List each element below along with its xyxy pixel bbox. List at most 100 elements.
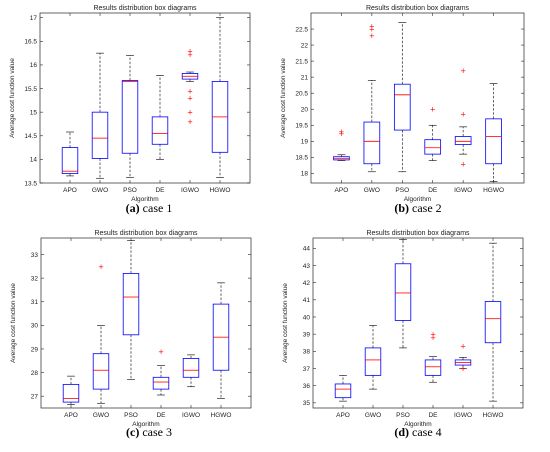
y-tick-label: 32	[31, 275, 39, 282]
box-de	[151, 75, 169, 160]
iqr-box	[393, 83, 411, 131]
y-tick-label: 22	[301, 42, 309, 49]
y-tick-label: 20.5	[295, 90, 308, 97]
x-tick-label-hgwo: HGWO	[483, 412, 504, 419]
chart-panel-1: Results distribution box diagrams 13.5 14 1…	[9, 5, 251, 215]
box-hgwo	[211, 17, 229, 178]
box-de: ++	[424, 331, 442, 383]
y-tick-label: 16	[30, 62, 38, 69]
box-hgwo	[484, 242, 502, 402]
outlier-marker: +	[187, 95, 193, 103]
y-tick-label: 38	[303, 349, 311, 356]
y-axis-label: Average cost function value	[282, 283, 289, 363]
x-axis-label: Algorithm	[404, 196, 431, 203]
outlier-marker: +	[430, 106, 436, 114]
outlier-marker: +	[460, 365, 466, 373]
outlier-marker: +	[98, 263, 104, 271]
plot-area	[310, 12, 525, 184]
iqr-box	[121, 80, 139, 154]
box-gwo: +++	[363, 22, 381, 173]
x-tick-label-apo: APO	[336, 412, 350, 419]
chart-title: Results distribution box diagrams	[94, 230, 198, 237]
y-tick-label: 33	[31, 252, 39, 259]
outlier-marker: +	[187, 51, 193, 59]
y-tick-label: 27	[31, 393, 39, 400]
outlier-marker: +	[187, 118, 193, 126]
x-tick-label-apo: APO	[63, 187, 77, 194]
box-de: +	[424, 106, 442, 161]
y-tick-label: 19	[301, 139, 309, 146]
caption-text: case 1	[140, 201, 173, 215]
outlier-marker: +	[460, 111, 466, 119]
outlier-marker: +	[460, 67, 466, 75]
box-gwo	[91, 52, 109, 179]
plot-area	[40, 237, 252, 409]
outlier-marker: +	[338, 130, 344, 138]
y-tick-label: 44	[303, 246, 311, 253]
y-tick-label: 14	[30, 157, 38, 164]
box-pso	[121, 55, 139, 178]
iqr-box	[363, 121, 381, 165]
box-hgwo	[485, 83, 502, 182]
outlier-marker: +	[460, 160, 466, 168]
box-de: +	[152, 348, 170, 396]
x-tick-label-pso: PSO	[124, 412, 138, 419]
box-pso	[393, 22, 411, 173]
x-tick-label-gwo: GWO	[92, 187, 108, 194]
y-tick-label: 35	[303, 400, 311, 407]
x-tick-label-de: DE	[428, 412, 438, 419]
x-tick-label-igwo: IGWO	[454, 187, 472, 194]
box-hgwo	[212, 282, 230, 399]
y-tick-label: 40	[303, 314, 311, 321]
box-igwo	[182, 354, 200, 388]
y-tick-label: 22.5	[295, 26, 308, 33]
iqr-box	[182, 358, 200, 378]
outlier-marker: +	[430, 334, 436, 342]
box-apo	[61, 131, 79, 177]
y-tick-label: 13.5	[24, 180, 37, 187]
x-tick-label-gwo: GWO	[93, 412, 109, 419]
chart-title: Results distribution box diagrams	[366, 5, 470, 12]
y-tick-label: 21.5	[295, 58, 308, 65]
panel-caption: (d) case 4	[394, 425, 441, 439]
y-tick-label: 15	[30, 109, 38, 116]
panel-caption: (a) case 1	[126, 201, 173, 215]
iqr-box	[122, 273, 140, 336]
chart-panel-3: Results distribution box diagrams 27 28 29 3…	[10, 230, 252, 439]
box-pso	[122, 240, 140, 380]
iqr-box	[364, 347, 382, 376]
y-axis-label: Average cost function value	[10, 283, 17, 363]
y-tick-label: 29	[31, 346, 39, 353]
y-axis-label: Average cost function value	[9, 58, 16, 138]
outlier-marker: +	[369, 22, 375, 30]
iqr-box	[424, 139, 442, 155]
y-tick-label: 42	[303, 280, 311, 287]
outlier-marker: +	[187, 47, 193, 55]
x-axis-label: Algorithm	[131, 196, 158, 203]
iqr-box	[454, 136, 472, 145]
iqr-box	[485, 118, 502, 165]
x-tick-label-hgwo: HGWO	[211, 412, 232, 419]
box-gwo: +	[92, 263, 110, 404]
y-tick-label: 36	[303, 383, 311, 390]
y-tick-label: 28	[31, 370, 39, 377]
box-gwo	[364, 325, 382, 390]
iqr-box	[394, 263, 412, 321]
y-tick-label: 41	[303, 297, 311, 304]
x-tick-label-de: DE	[155, 187, 165, 194]
y-tick-label: 16.5	[24, 39, 37, 46]
outlier-marker: +	[158, 348, 164, 356]
x-tick-label-hgwo: HGWO	[483, 187, 504, 194]
iqr-box	[62, 383, 80, 403]
y-tick-label: 43	[303, 263, 311, 270]
x-tick-label-apo: APO	[335, 187, 349, 194]
y-tick-label: 17	[30, 15, 38, 22]
outlier-marker: +	[338, 128, 344, 136]
x-tick-label-igwo: IGWO	[181, 187, 199, 194]
iqr-box	[424, 359, 442, 376]
y-tick-label: 31	[31, 299, 39, 306]
iqr-box	[151, 116, 169, 145]
box-pso	[394, 239, 412, 349]
